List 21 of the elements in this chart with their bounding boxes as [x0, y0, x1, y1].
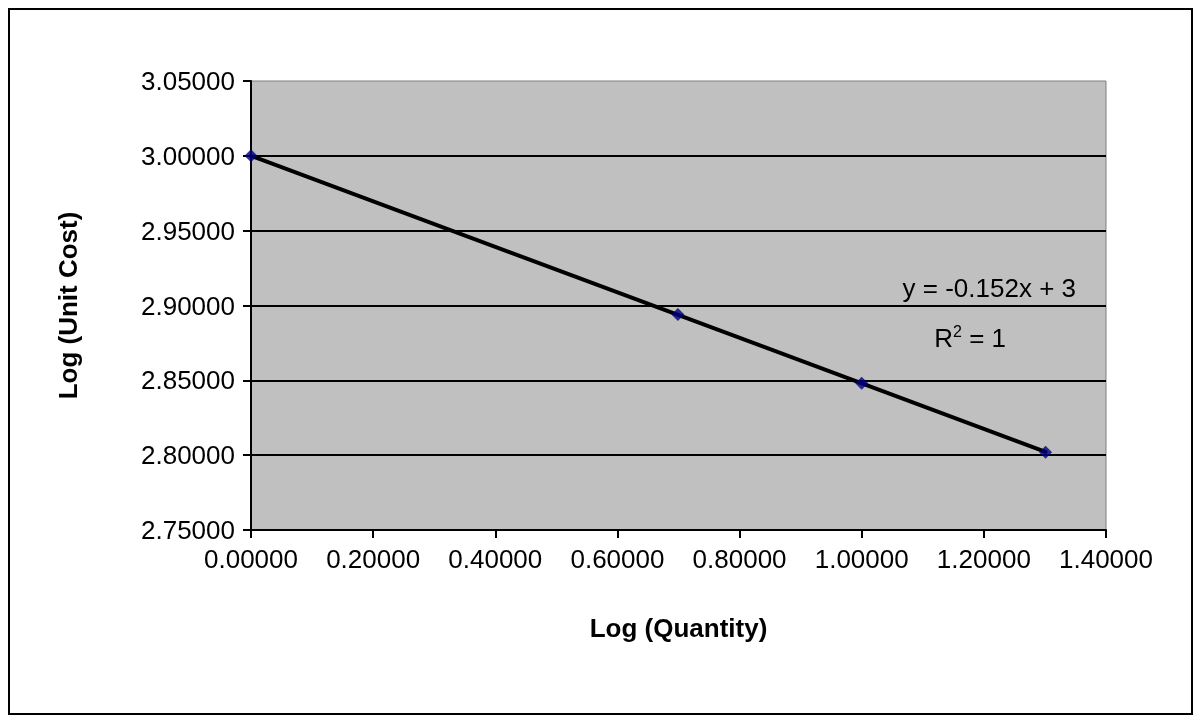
point [1039, 445, 1053, 459]
y-tick-label: 3.00000 [141, 140, 235, 171]
x-tick-label: 1.00000 [814, 544, 909, 574]
x-tick-label: 1.40000 [1059, 544, 1153, 574]
x-tick-label: 0.40000 [448, 544, 543, 574]
point [855, 376, 869, 390]
x-tick-label: 0.60000 [570, 544, 665, 574]
x-tick-label: 0.00000 [204, 544, 298, 574]
y-tick-label: 2.75000 [141, 515, 235, 545]
y-tick-label: 2.80000 [141, 440, 235, 471]
x-tick-label: 0.20000 [326, 544, 421, 574]
y-tick-label: 2.90000 [141, 290, 235, 321]
y-axis-title: Log (Unit Cost) [53, 211, 83, 400]
x-axis-title: Log (Quantity) [589, 613, 768, 643]
x-tick-label: 1.20000 [936, 544, 1031, 574]
y-tick-label: 3.05000 [141, 66, 235, 96]
y-tick-label: 2.85000 [141, 365, 235, 396]
point [671, 307, 685, 321]
y-tick-label: 2.95000 [141, 215, 235, 246]
x-tick-label: 0.80000 [692, 544, 787, 574]
annotation: y = -0.152x + 3 [902, 273, 1077, 303]
